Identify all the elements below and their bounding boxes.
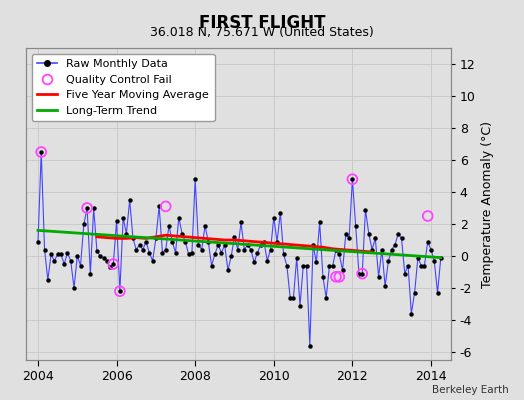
- Text: Berkeley Earth: Berkeley Earth: [432, 385, 508, 395]
- Point: [109, 261, 117, 267]
- Point: [37, 149, 46, 155]
- Point: [423, 213, 432, 219]
- Point: [335, 274, 344, 280]
- Point: [358, 270, 366, 277]
- Point: [83, 205, 91, 211]
- Point: [348, 176, 356, 182]
- Point: [332, 274, 340, 280]
- Y-axis label: Temperature Anomaly (°C): Temperature Anomaly (°C): [481, 120, 494, 288]
- Legend: Raw Monthly Data, Quality Control Fail, Five Year Moving Average, Long-Term Tren: Raw Monthly Data, Quality Control Fail, …: [32, 54, 214, 121]
- Point: [161, 203, 170, 210]
- Point: [116, 288, 124, 294]
- Text: 36.018 N, 75.671 W (United States): 36.018 N, 75.671 W (United States): [150, 26, 374, 39]
- Text: FIRST FLIGHT: FIRST FLIGHT: [199, 14, 325, 32]
